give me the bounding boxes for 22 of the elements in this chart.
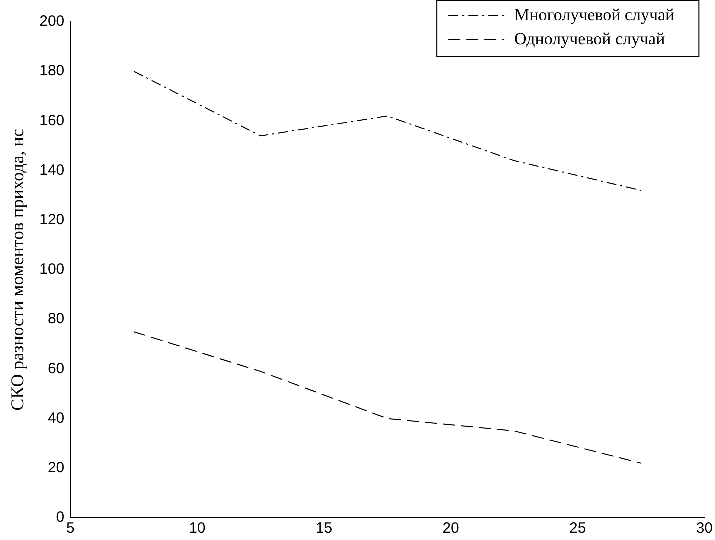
x-tick-label: 10 — [189, 520, 206, 538]
legend-label: Многолучевой случай — [514, 5, 675, 24]
y-tick-label: 80 — [48, 310, 65, 328]
y-tick-label: 20 — [48, 460, 65, 477]
y-tick-label: 140 — [40, 162, 65, 179]
y-tick-label: 100 — [40, 261, 65, 278]
y-tick-label: 180 — [40, 62, 65, 80]
line-series — [134, 332, 642, 464]
x-tick-label: 20 — [442, 520, 460, 538]
x-tick-label: 15 — [316, 520, 333, 538]
y-tick-label: 120 — [40, 212, 65, 229]
y-tick-label: 40 — [48, 410, 65, 427]
x-tick-label: 30 — [696, 520, 713, 538]
line-series — [134, 71, 642, 192]
legend-label: Однолучевой случай — [514, 29, 666, 48]
y-tick-label: 160 — [40, 112, 65, 130]
y-tick-label: 0 — [56, 509, 65, 526]
y-tick-label: 200 — [40, 13, 65, 30]
x-tick-label: 5 — [66, 520, 75, 538]
y-tick-label: 60 — [48, 360, 65, 378]
y-axis-title: СКО разности моментов прихода, нс — [8, 129, 28, 411]
x-tick-label: 25 — [570, 520, 586, 538]
